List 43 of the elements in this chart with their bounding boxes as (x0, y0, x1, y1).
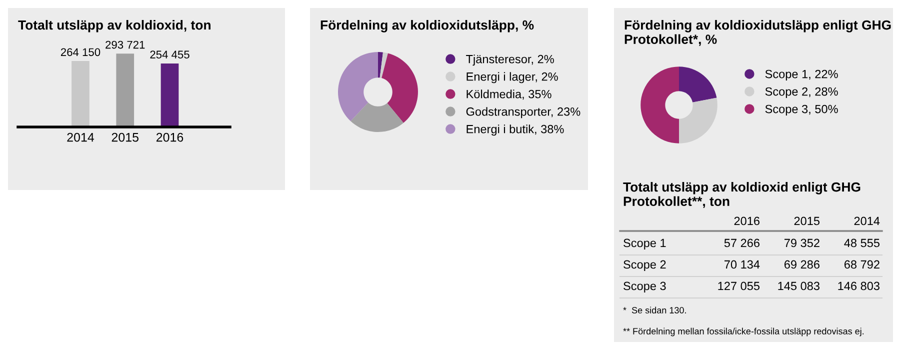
x-tick-label: 2015 (112, 132, 138, 142)
text: 48 555 (844, 238, 880, 248)
text: 127 055 (718, 282, 760, 290)
legend-label: Scope 3, 50% (765, 104, 838, 116)
category-label: Scope 3 (624, 282, 666, 293)
text: Totalt utsläpp av koldioxid enligt GHG Protokollet**, ton (623, 182, 860, 208)
text: ** Fördelning mellan fossila/icke-fossila utsläpp redovisas ej. (623, 328, 864, 336)
text: 146 803 (838, 282, 880, 290)
text: 57 266 (724, 238, 760, 248)
text: 70 134 (724, 260, 760, 269)
legend-label: Energi i butik, 38% (466, 124, 564, 136)
text: Fördelning av koldioxidutsläpp, % (320, 20, 534, 32)
text: 79 352 (784, 238, 820, 248)
category-label: Scope 2 (624, 260, 666, 272)
category-label: 2014 (854, 216, 880, 226)
category-label: 2015 (794, 216, 820, 226)
legend-label: Köldmedia, 35% (466, 90, 552, 100)
legend-label: Energi i lager, 2% (466, 72, 558, 84)
text: 145 083 (778, 282, 820, 290)
donut-slice (679, 98, 718, 144)
x-tick-label: 2016 (156, 132, 184, 142)
chart-title: Fördelning av koldioxidutsläpp enligt GHG Protokollet*, % (624, 20, 891, 46)
text: 69 286 (784, 260, 820, 269)
donut-slice (378, 52, 384, 78)
x-tick-label: 2014 (67, 132, 94, 142)
donut-slice (640, 66, 679, 144)
text: 68 792 (844, 260, 880, 269)
donut-slice (380, 52, 388, 78)
legend-label: Scope 1, 22% (765, 70, 838, 81)
donut-slice (679, 66, 717, 102)
data-label: 264 150 (60, 48, 100, 56)
donut-slice (350, 102, 404, 132)
chart-title: Totalt utsläpp av koldioxid, ton (18, 20, 210, 32)
legend-label: Scope 2, 28% (765, 87, 838, 98)
text: * Se sidan 130. (623, 306, 686, 314)
donut-slice (338, 52, 378, 122)
category-label: 2016 (734, 216, 760, 226)
data-label: 293 721 (106, 40, 145, 49)
data-label: 254 455 (150, 50, 190, 58)
category-label: Scope 1 (624, 238, 666, 250)
legend-label: Tjänsteresor, 2% (466, 54, 554, 66)
donut-slice (382, 53, 418, 123)
legend-label: Godstransporter, 23% (466, 107, 580, 118)
